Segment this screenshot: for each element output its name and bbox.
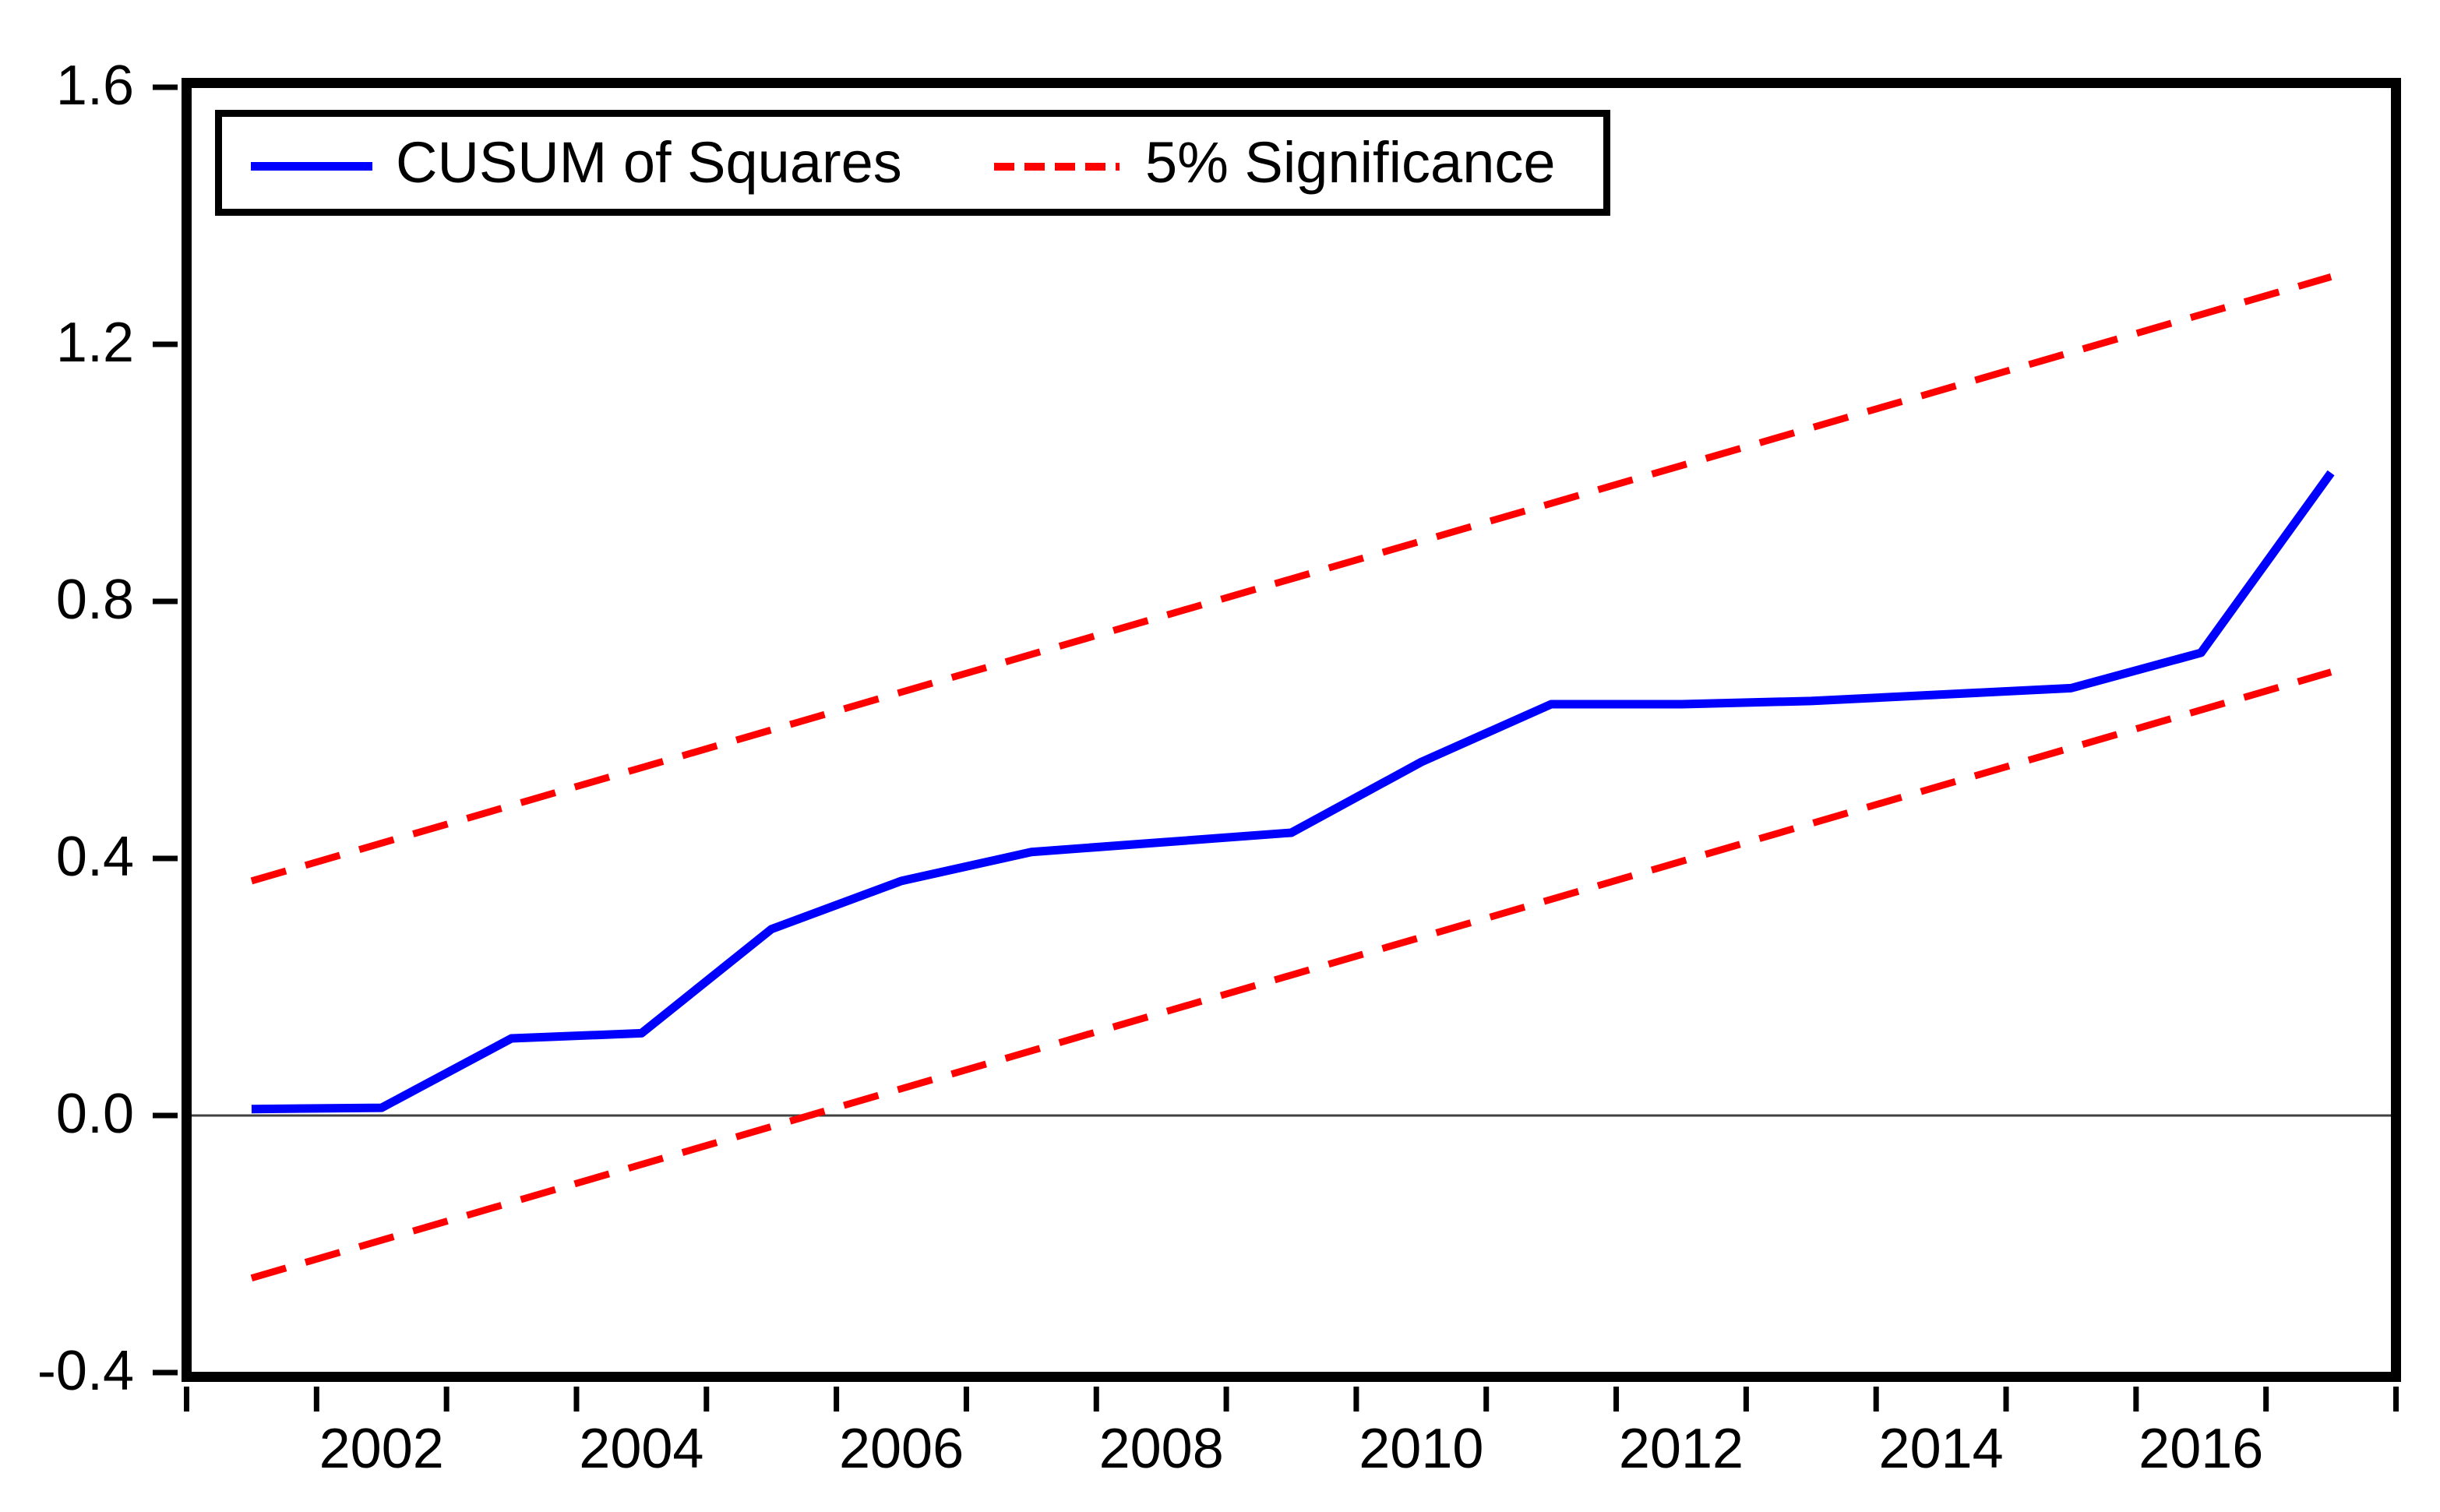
x-axis-tick-label: 2014: [1879, 1418, 2004, 1480]
significance-lower-line: [250, 668, 2332, 1282]
x-axis-tick-label: 2006: [839, 1418, 964, 1480]
legend-label-cusum: CUSUM of Squares: [396, 130, 902, 195]
y-axis-tick-label: 1.6: [56, 55, 134, 117]
x-axis-tick-label: 2008: [1099, 1418, 1224, 1480]
x-axis-tick-label: 2004: [579, 1418, 703, 1480]
legend-box: CUSUM of Squares 5% Significance: [215, 110, 1610, 216]
x-axis-tick-label: 2012: [1619, 1418, 1744, 1480]
x-axis-tick-label: 2016: [2139, 1418, 2263, 1480]
cusum-of-squares-line: [251, 470, 2335, 1114]
legend-label-significance: 5% Significance: [1145, 130, 1556, 195]
legend-line-sample-cusum: [251, 162, 372, 171]
significance-upper-line: [250, 273, 2332, 885]
plot-border: [182, 78, 2401, 1382]
legend-line-sample-significance: [994, 163, 1120, 171]
y-axis-tick-label: -0.4: [37, 1340, 134, 1402]
y-axis-tick-label: 0.4: [56, 826, 134, 888]
x-axis-tick-label: 2010: [1359, 1418, 1483, 1480]
y-axis-tick-label: 0.8: [56, 569, 134, 631]
y-axis-tick-label: 0.0: [56, 1083, 134, 1145]
y-axis-tick-label: 1.2: [56, 312, 134, 374]
x-axis-tick-label: 2002: [319, 1418, 444, 1480]
